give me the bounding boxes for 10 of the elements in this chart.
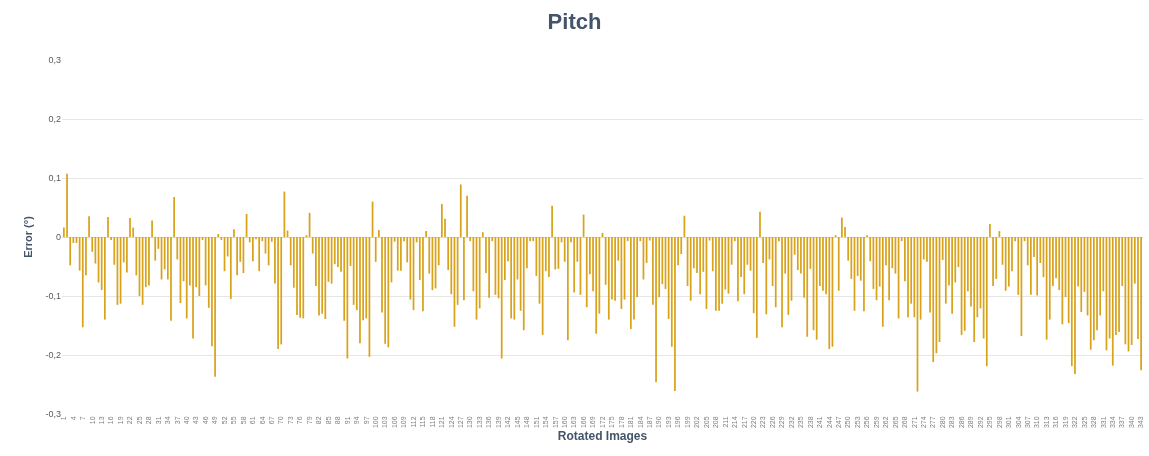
y-tick-label: 0,2 <box>48 114 61 125</box>
x-axis-title: Rotated Images <box>557 428 648 443</box>
y-tick-label: -0,3 <box>45 409 61 420</box>
chart-title: Pitch <box>547 9 602 35</box>
y-tick-label: 0,3 <box>48 55 61 66</box>
y-tick-label: 0 <box>55 232 61 243</box>
y-tick-label: -0,1 <box>45 291 61 302</box>
y-axis-title: Error (°) <box>22 215 35 258</box>
y-tick-label: -0,2 <box>45 350 61 361</box>
y-tick-label: 0,1 <box>48 173 61 184</box>
